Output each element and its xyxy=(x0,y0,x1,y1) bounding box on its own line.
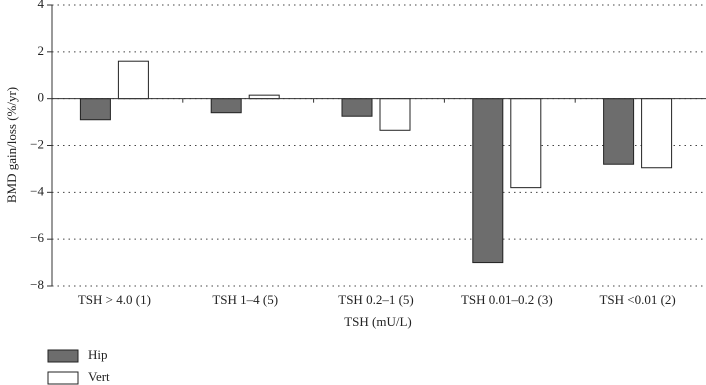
legend-swatch xyxy=(47,349,79,363)
y-tick-label: −8 xyxy=(30,277,44,292)
legend-label: Hip xyxy=(88,347,108,362)
x-tick-label: TSH <0.01 (2) xyxy=(599,292,675,307)
y-tick-label: 0 xyxy=(38,90,45,105)
x-axis-label: TSH (mU/L) xyxy=(344,314,412,329)
y-tick-label: −4 xyxy=(30,183,44,198)
bar xyxy=(117,60,149,100)
y-tick-label: −2 xyxy=(30,136,44,151)
bar xyxy=(603,98,635,165)
bar xyxy=(79,98,111,121)
bar xyxy=(210,98,242,114)
x-tick-label: TSH 0.01–0.2 (3) xyxy=(461,292,553,307)
x-tick-label: TSH 0.2–1 (5) xyxy=(338,292,413,307)
x-tick-label: TSH > 4.0 (1) xyxy=(78,292,151,307)
bar xyxy=(510,98,542,189)
y-tick-label: 2 xyxy=(38,43,45,58)
legend-swatch xyxy=(47,371,79,385)
y-tick-label: −6 xyxy=(30,230,44,245)
y-axis-label: BMD gain/loss (%/yr) xyxy=(4,87,19,203)
bar xyxy=(248,94,280,100)
bar xyxy=(379,98,411,131)
y-tick-label: 4 xyxy=(38,0,45,11)
bar xyxy=(472,98,504,264)
bar xyxy=(641,98,673,169)
legend-label: Vert xyxy=(88,369,110,384)
bar xyxy=(341,98,373,117)
x-tick-label: TSH 1–4 (5) xyxy=(212,292,278,307)
